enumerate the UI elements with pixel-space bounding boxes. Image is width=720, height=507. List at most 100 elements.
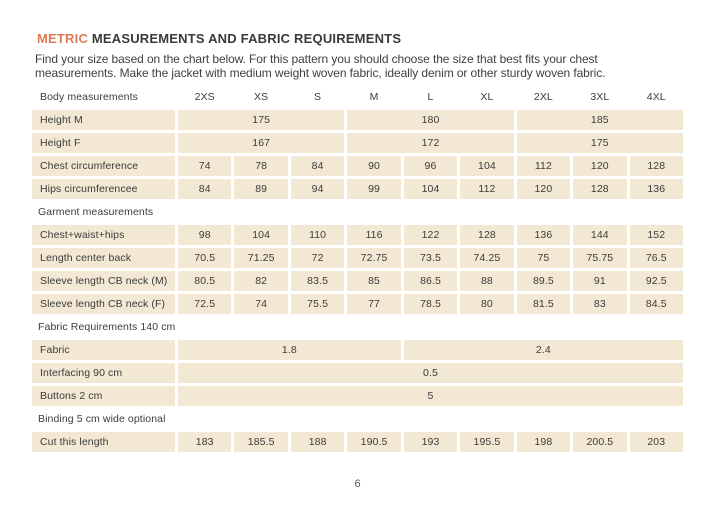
data-cell: 175 bbox=[178, 110, 345, 130]
data-cell: 152 bbox=[629, 225, 683, 245]
data-cell: 80.5 bbox=[178, 271, 232, 291]
row-label: Chest+waist+hips bbox=[32, 225, 175, 245]
data-cell: 72.75 bbox=[347, 248, 401, 268]
section-heading: Binding 5 cm wide optional bbox=[32, 409, 683, 429]
data-cell: 94 bbox=[290, 179, 345, 199]
data-cell: 92.5 bbox=[629, 271, 683, 291]
size-column-header: 2XS bbox=[178, 87, 232, 107]
table-header-label: Body measurements bbox=[32, 87, 175, 107]
data-cell: 193 bbox=[403, 432, 458, 452]
row-label: Cut this length bbox=[32, 432, 175, 452]
data-cell: 167 bbox=[178, 133, 345, 153]
data-cell: 128 bbox=[629, 156, 683, 176]
data-cell: 83.5 bbox=[290, 271, 345, 291]
data-cell: 198 bbox=[516, 432, 571, 452]
data-cell: 86.5 bbox=[403, 271, 458, 291]
data-cell: 84 bbox=[290, 156, 345, 176]
row-label: Interfacing 90 cm bbox=[32, 363, 175, 383]
size-column-header: 3XL bbox=[573, 87, 627, 107]
size-column-header: XL bbox=[460, 87, 514, 107]
data-cell: 98 bbox=[178, 225, 232, 245]
section-heading: Fabric Requirements 140 cm bbox=[32, 317, 683, 337]
data-cell: 122 bbox=[403, 225, 458, 245]
row-label: Length center back bbox=[32, 248, 175, 268]
data-cell: 203 bbox=[629, 432, 683, 452]
data-cell: 175 bbox=[516, 133, 683, 153]
size-column-header: 4XL bbox=[629, 87, 683, 107]
data-cell: 185.5 bbox=[234, 432, 288, 452]
row-label: Fabric bbox=[32, 340, 175, 360]
data-cell: 104 bbox=[460, 156, 514, 176]
data-cell: 120 bbox=[516, 179, 571, 199]
size-column-header: L bbox=[403, 87, 458, 107]
data-cell: 183 bbox=[178, 432, 232, 452]
data-cell: 82 bbox=[234, 271, 288, 291]
row-label: Height M bbox=[32, 110, 175, 130]
intro-text: Find your size based on the chart below.… bbox=[35, 52, 690, 80]
data-cell: 112 bbox=[516, 156, 571, 176]
intro-line-1: Find your size based on the chart below.… bbox=[35, 52, 598, 66]
data-cell: 83 bbox=[573, 294, 627, 314]
data-cell: 72.5 bbox=[178, 294, 232, 314]
row-label: Sleeve length CB neck (F) bbox=[32, 294, 175, 314]
data-cell: 88 bbox=[460, 271, 514, 291]
data-cell: 110 bbox=[290, 225, 345, 245]
data-cell: 75 bbox=[516, 248, 571, 268]
data-cell: 91 bbox=[573, 271, 627, 291]
data-cell: 200.5 bbox=[573, 432, 627, 452]
data-cell: 104 bbox=[234, 225, 288, 245]
data-cell: 75.75 bbox=[573, 248, 627, 268]
data-cell: 80 bbox=[460, 294, 514, 314]
data-cell: 71.25 bbox=[234, 248, 288, 268]
data-cell: 0.5 bbox=[178, 363, 683, 383]
page-title: METRIC MEASUREMENTS AND FABRIC REQUIREME… bbox=[37, 31, 690, 46]
data-cell: 136 bbox=[629, 179, 683, 199]
data-cell: 70.5 bbox=[178, 248, 232, 268]
data-cell: 144 bbox=[573, 225, 627, 245]
data-cell: 74.25 bbox=[460, 248, 514, 268]
data-cell: 190.5 bbox=[347, 432, 401, 452]
data-cell: 75.5 bbox=[290, 294, 345, 314]
row-label: Height F bbox=[32, 133, 175, 153]
size-column-header: S bbox=[290, 87, 345, 107]
intro-line-2: measurements. Make the jacket with mediu… bbox=[35, 66, 606, 80]
data-cell: 128 bbox=[460, 225, 514, 245]
page-number: 6 bbox=[354, 478, 361, 490]
data-cell: 116 bbox=[347, 225, 401, 245]
data-cell: 112 bbox=[460, 179, 514, 199]
data-cell: 76.5 bbox=[629, 248, 683, 268]
row-label: Hips circumferencee bbox=[32, 179, 175, 199]
data-cell: 120 bbox=[573, 156, 627, 176]
data-cell: 74 bbox=[234, 294, 288, 314]
data-cell: 96 bbox=[403, 156, 458, 176]
data-cell: 72 bbox=[290, 248, 345, 268]
data-cell: 185 bbox=[516, 110, 683, 130]
size-column-header: 2XL bbox=[516, 87, 571, 107]
data-cell: 77 bbox=[347, 294, 401, 314]
data-cell: 188 bbox=[290, 432, 345, 452]
data-cell: 84 bbox=[178, 179, 232, 199]
data-cell: 136 bbox=[516, 225, 571, 245]
data-cell: 85 bbox=[347, 271, 401, 291]
row-label: Sleeve length CB neck (M) bbox=[32, 271, 175, 291]
data-cell: 84.5 bbox=[629, 294, 683, 314]
data-cell: 195.5 bbox=[460, 432, 514, 452]
data-cell: 73.5 bbox=[403, 248, 458, 268]
data-cell: 180 bbox=[347, 110, 514, 130]
data-cell: 104 bbox=[403, 179, 458, 199]
data-cell: 2.4 bbox=[403, 340, 683, 360]
size-column-header: XS bbox=[234, 87, 288, 107]
data-cell: 99 bbox=[347, 179, 401, 199]
data-cell: 74 bbox=[178, 156, 232, 176]
data-cell: 128 bbox=[573, 179, 627, 199]
data-cell: 90 bbox=[347, 156, 401, 176]
data-cell: 78.5 bbox=[403, 294, 458, 314]
size-column-header: M bbox=[347, 87, 401, 107]
data-cell: 5 bbox=[178, 386, 683, 406]
data-cell: 89.5 bbox=[516, 271, 571, 291]
size-table: Body measurements 2XS XS S M L XL 2XL 3XL 4XL Heig… bbox=[32, 87, 683, 452]
title-rest: MEASUREMENTS AND FABRIC REQUIREMENTS bbox=[88, 31, 402, 46]
data-cell: 1.8 bbox=[178, 340, 401, 360]
data-cell: 78 bbox=[234, 156, 288, 176]
